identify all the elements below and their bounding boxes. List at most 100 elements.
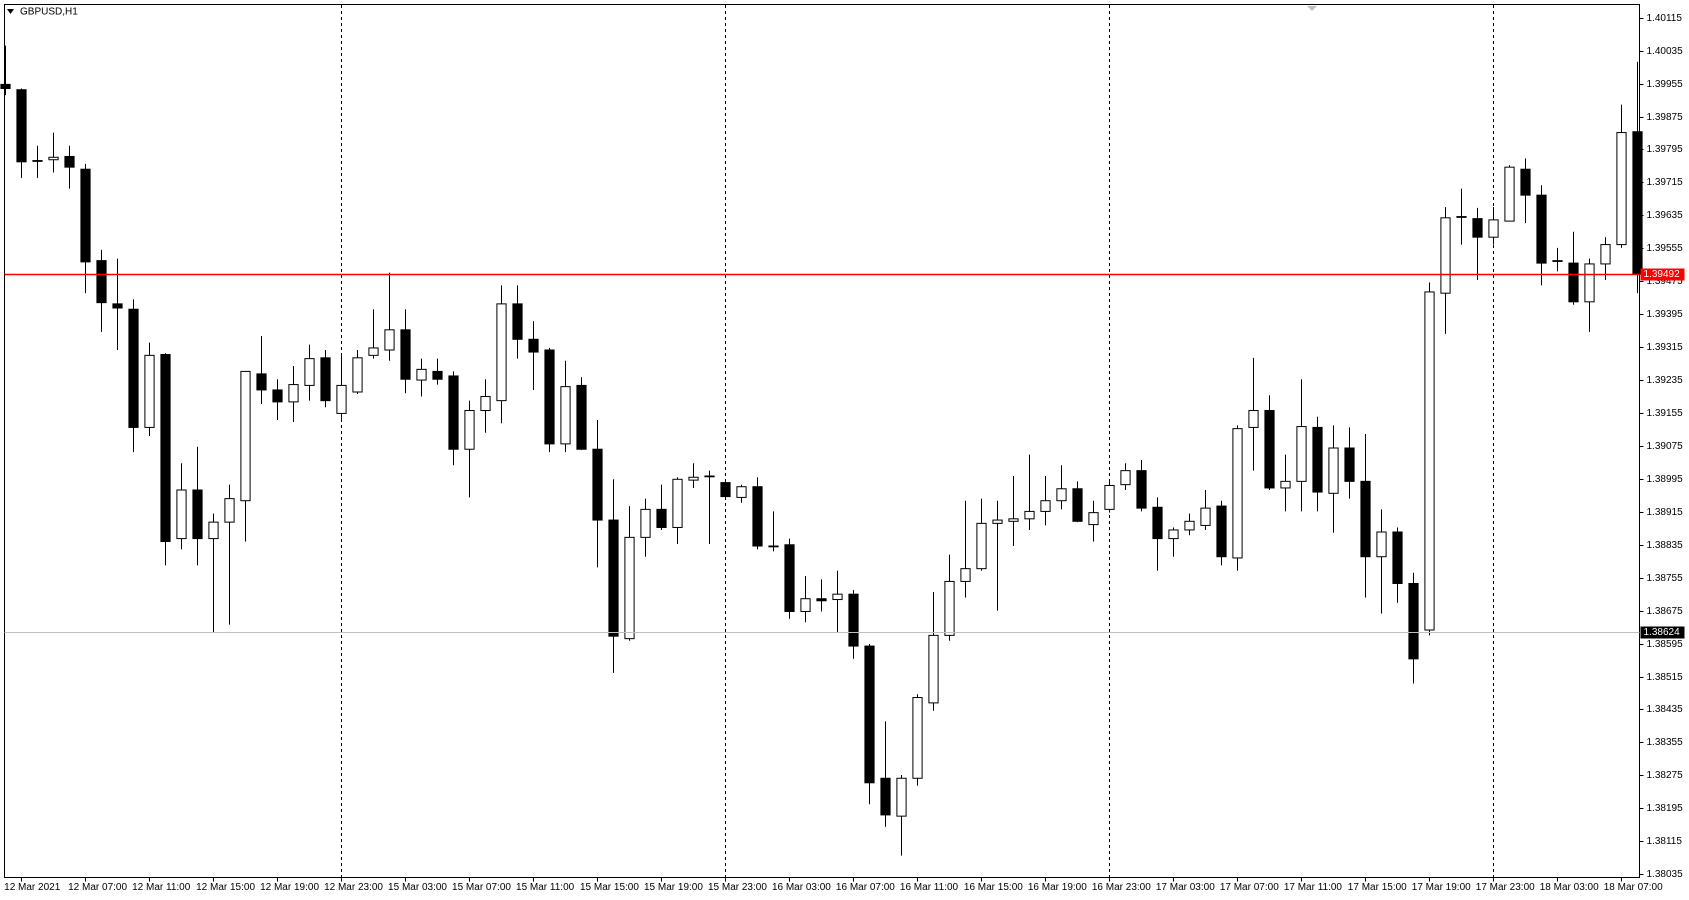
candle-body xyxy=(832,593,843,601)
candle-body xyxy=(624,536,635,640)
x-tick-label: 17 Mar 23:00 xyxy=(1476,882,1535,893)
candle-body xyxy=(1392,531,1403,584)
candle-body xyxy=(1472,218,1483,238)
price-label: 1.38624 xyxy=(1644,627,1681,638)
candle-body xyxy=(736,486,747,498)
price-label-bg xyxy=(1640,268,1685,281)
symbol-menu-icon[interactable] xyxy=(7,9,14,14)
candle-body xyxy=(288,384,299,403)
candle-body xyxy=(1152,506,1163,540)
y-tick-label: 1.39555 xyxy=(1647,243,1684,254)
y-tick-label: 1.38755 xyxy=(1647,573,1684,584)
y-tick-label: 1.39635 xyxy=(1647,210,1684,221)
candle-body xyxy=(1088,512,1099,526)
x-tick-label: 15 Mar 15:00 xyxy=(580,882,639,893)
candle-body xyxy=(704,475,715,478)
candle-body xyxy=(352,357,363,393)
price-label-bg xyxy=(1640,626,1685,639)
candle-body xyxy=(608,519,619,637)
candle-body xyxy=(1632,131,1643,275)
candle-body xyxy=(1360,480,1371,558)
y-tick-label: 1.40115 xyxy=(1647,13,1683,24)
x-tick-label: 17 Mar 07:00 xyxy=(1220,882,1279,893)
y-tick-label: 1.38515 xyxy=(1647,672,1684,683)
candle-body xyxy=(1312,426,1323,493)
candle-body xyxy=(1168,529,1179,540)
candle-body xyxy=(480,396,491,412)
candle-body xyxy=(928,634,939,704)
y-tick-label: 1.38195 xyxy=(1647,803,1684,814)
y-tick-label: 1.38595 xyxy=(1647,639,1684,650)
candle-body xyxy=(416,368,427,381)
candle-body xyxy=(96,260,107,304)
candle-body xyxy=(1008,518,1019,522)
x-tick-label: 16 Mar 15:00 xyxy=(964,882,1023,893)
candle-body xyxy=(1600,244,1611,265)
candle-body xyxy=(1280,480,1291,489)
x-tick-label: 15 Mar 03:00 xyxy=(388,882,447,893)
y-tick-label: 1.38035 xyxy=(1647,869,1684,880)
candle-body xyxy=(1120,470,1131,486)
x-tick-label: 17 Mar 03:00 xyxy=(1156,882,1215,893)
candle-body xyxy=(1424,291,1435,631)
candle-body xyxy=(368,347,379,356)
candle-body xyxy=(880,777,891,816)
candle-body xyxy=(240,370,251,502)
candle-body xyxy=(1248,410,1259,428)
candle-body xyxy=(1232,428,1243,559)
period-separators xyxy=(341,5,1494,877)
candle-body xyxy=(448,375,459,450)
candle-body xyxy=(688,476,699,481)
candle-body xyxy=(1184,520,1195,531)
y-tick-label: 1.39475 xyxy=(1647,276,1684,287)
candle-body xyxy=(784,544,795,612)
price-label: 1.39492 xyxy=(1644,269,1681,280)
candle-body xyxy=(48,156,59,161)
candle-body xyxy=(1440,217,1451,294)
candle-body xyxy=(800,598,811,612)
candle-body xyxy=(960,568,971,582)
x-tick-label: 16 Mar 07:00 xyxy=(836,882,895,893)
candle-body xyxy=(64,155,75,168)
candle-body xyxy=(544,349,555,445)
y-tick-label: 1.39155 xyxy=(1647,408,1684,419)
y-tick-label: 1.39955 xyxy=(1647,79,1684,90)
candle-body xyxy=(864,645,875,784)
candle-body xyxy=(336,384,347,414)
x-tick-label: 17 Mar 11:00 xyxy=(1284,882,1343,893)
candle-body xyxy=(432,370,443,380)
candle-body xyxy=(656,508,667,528)
x-tick-label: 16 Mar 23:00 xyxy=(1092,882,1151,893)
x-tick-label: 12 Mar 19:00 xyxy=(260,882,319,893)
candle-body xyxy=(224,498,235,523)
candle-body xyxy=(1264,410,1275,489)
candle-body xyxy=(1504,166,1515,222)
plot-frame xyxy=(4,4,1640,878)
candle-body xyxy=(400,329,411,380)
candle-body xyxy=(1408,582,1419,660)
candle-body xyxy=(1488,219,1499,238)
candle-body xyxy=(992,519,1003,524)
candle-body xyxy=(1216,505,1227,558)
x-tick-label: 17 Mar 15:00 xyxy=(1348,882,1407,893)
candle-body xyxy=(976,522,987,570)
candle-body xyxy=(816,598,827,602)
candle-body xyxy=(128,308,139,428)
x-tick-label: 16 Mar 11:00 xyxy=(900,882,959,893)
candle-body xyxy=(208,521,219,540)
chart-title: GBPUSD,H1 xyxy=(20,7,78,18)
x-tick-label: 17 Mar 19:00 xyxy=(1412,882,1471,893)
candle-body xyxy=(160,354,171,542)
x-tick-label: 15 Mar 23:00 xyxy=(708,882,767,893)
candle-body xyxy=(672,478,683,528)
candle-body xyxy=(192,489,203,540)
y-tick-label: 1.39315 xyxy=(1647,342,1684,353)
x-tick-label: 16 Mar 19:00 xyxy=(1028,882,1087,893)
candle-body xyxy=(1584,263,1595,303)
candle-body xyxy=(1056,488,1067,502)
candle-body xyxy=(752,486,763,547)
y-tick-label: 1.40035 xyxy=(1647,46,1684,57)
y-tick-label: 1.39395 xyxy=(1647,309,1684,320)
